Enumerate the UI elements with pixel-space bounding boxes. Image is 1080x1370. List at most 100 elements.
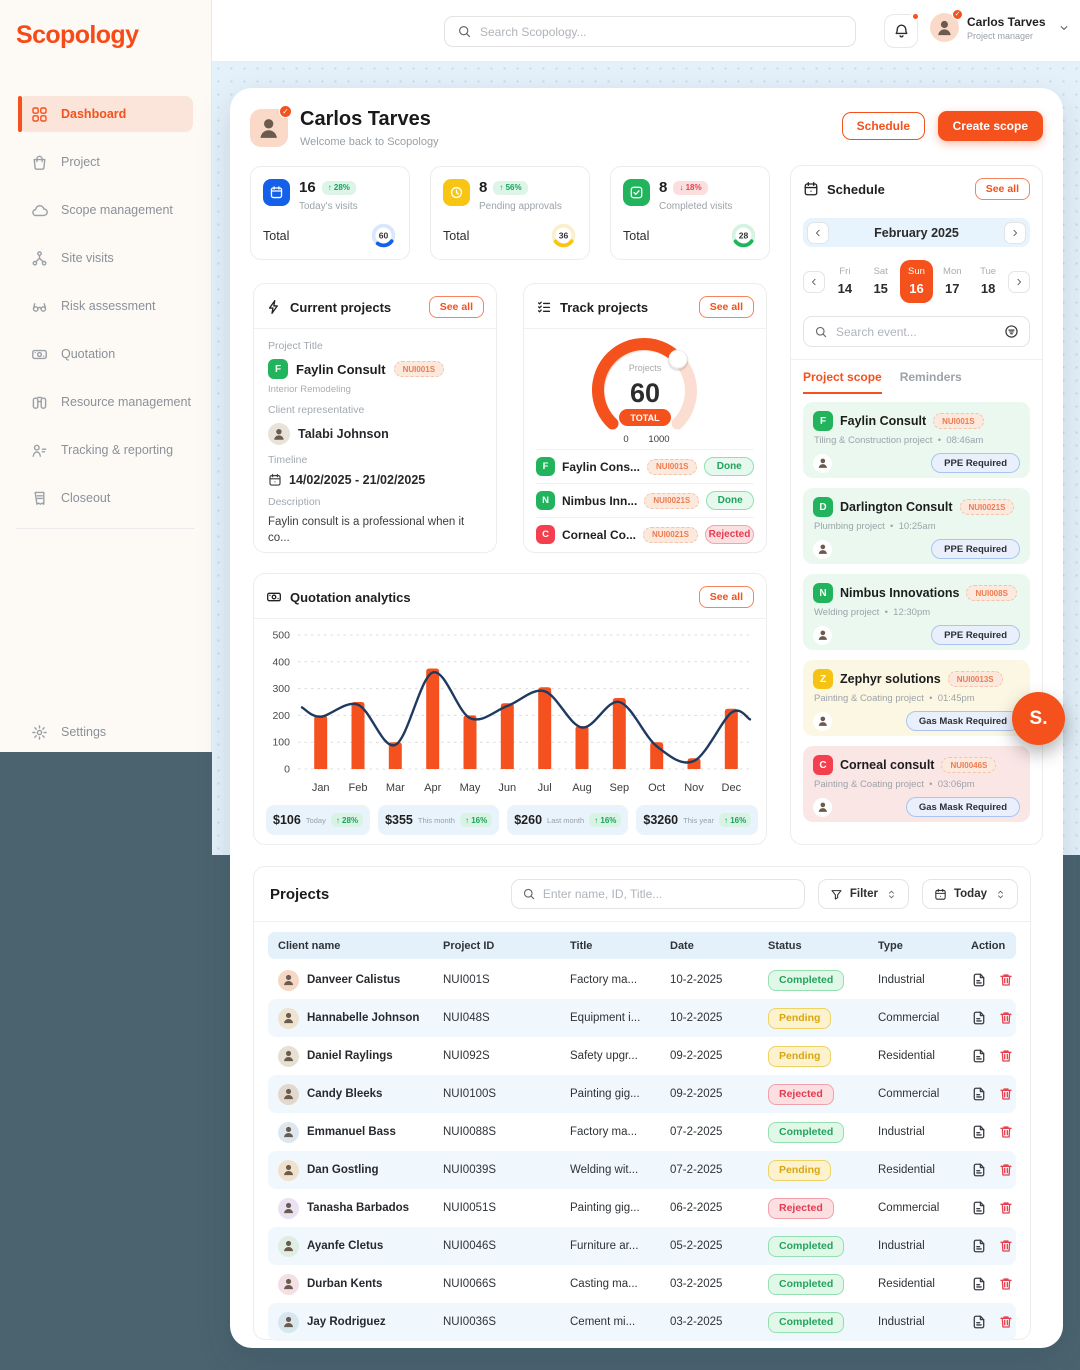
- filter-icon[interactable]: [1004, 324, 1019, 339]
- delete-project-button[interactable]: [998, 1276, 1014, 1292]
- schedule-button[interactable]: Schedule: [841, 112, 925, 140]
- schedule-event[interactable]: D Darlington Consult NUI0021S Plumbing p…: [803, 488, 1030, 564]
- track-project-row: C Corneal Co... NUI0021S Rejected: [536, 517, 754, 551]
- edit-project-button[interactable]: [971, 972, 987, 988]
- user-menu[interactable]: ✓ Carlos Tarves Project manager: [930, 9, 1070, 42]
- delete-project-button[interactable]: [998, 972, 1014, 988]
- table-row: Durban Kents NUI0066S Casting ma... 03-2…: [268, 1265, 1016, 1303]
- divider: [524, 328, 766, 329]
- edit-project-button[interactable]: [971, 1200, 987, 1216]
- action-cell: [971, 1124, 1027, 1140]
- edit-project-button[interactable]: [971, 1238, 987, 1254]
- stat-label: Last month: [547, 815, 585, 825]
- edit-project-button[interactable]: [971, 1314, 987, 1330]
- track-projects-see-all[interactable]: See all: [698, 296, 754, 318]
- sidebar-item-quotation[interactable]: Quotation: [18, 336, 193, 372]
- projects-search-input[interactable]: [542, 887, 804, 901]
- next-month-button[interactable]: [1004, 221, 1026, 244]
- project-id-cell: NUI0046S: [443, 1240, 497, 1252]
- column-header: Title: [570, 939, 593, 952]
- quotation-see-all[interactable]: See all: [698, 586, 754, 608]
- event-name: Nimbus Innovations: [840, 586, 960, 600]
- current-projects-see-all[interactable]: See all: [428, 296, 484, 318]
- day-chip-15[interactable]: Sat 15: [864, 260, 898, 303]
- day-chip-18[interactable]: Tue 18: [971, 260, 1005, 303]
- assistant-fab[interactable]: S.: [1012, 692, 1065, 745]
- sidebar-item-site-visits[interactable]: Site visits: [18, 240, 193, 276]
- delete-project-button[interactable]: [998, 1200, 1014, 1216]
- project-id-cell: NUI0088S: [443, 1126, 497, 1138]
- event-search-input[interactable]: [836, 324, 998, 339]
- date-cell: 09-2-2025: [670, 1088, 723, 1100]
- client-name: Jay Rodriguez: [307, 1316, 386, 1328]
- svg-text:36: 36: [559, 231, 569, 241]
- status-cell: Rejected: [768, 1083, 878, 1105]
- status-cell: Completed: [768, 1121, 878, 1143]
- delete-project-button[interactable]: [998, 1010, 1014, 1026]
- project-id-badge: NUI0013S: [947, 671, 1003, 687]
- client-cell: Hannabelle Johnson: [278, 1007, 443, 1029]
- status-cell: Completed: [768, 1273, 878, 1295]
- project-id-cell: NUI048S: [443, 1012, 490, 1024]
- edit-project-button[interactable]: [971, 1048, 987, 1064]
- schedule-see-all[interactable]: See all: [974, 178, 1030, 200]
- delete-project-button[interactable]: [998, 1238, 1014, 1254]
- project-initial-tile: Z: [813, 669, 833, 689]
- tab-reminders[interactable]: Reminders: [899, 370, 962, 384]
- schedule-event[interactable]: N Nimbus Innovations NUI008S Welding pro…: [803, 574, 1030, 650]
- project-id-badge: NUI001S: [393, 361, 445, 377]
- next-days-button[interactable]: [1008, 270, 1030, 293]
- tab-project-scope[interactable]: Project scope: [803, 370, 882, 394]
- schedule-event[interactable]: C Corneal consult NUI0046S Painting & Co…: [803, 746, 1030, 822]
- projects-search: [510, 879, 805, 909]
- sidebar-item-scope-management[interactable]: Scope management: [18, 192, 193, 228]
- status-cell: Pending: [768, 1159, 878, 1181]
- prev-days-button[interactable]: [803, 270, 825, 293]
- delete-project-button[interactable]: [998, 1086, 1014, 1102]
- sidebar-item-settings[interactable]: Settings: [18, 714, 193, 750]
- sidebar-item-project[interactable]: Project: [18, 144, 193, 180]
- create-scope-button[interactable]: Create scope: [937, 111, 1043, 141]
- delete-project-button[interactable]: [998, 1162, 1014, 1178]
- edit-project-button[interactable]: [971, 1086, 987, 1102]
- day-chip-14[interactable]: Fri 14: [828, 260, 862, 303]
- prev-month-button[interactable]: [807, 221, 829, 244]
- svg-text:Aug: Aug: [572, 782, 592, 794]
- tracking-icon: [31, 442, 48, 459]
- edit-project-button[interactable]: [971, 1010, 987, 1026]
- sidebar-item-tracking-reporting[interactable]: Tracking & reporting: [18, 432, 193, 468]
- type-cell: Industrial: [878, 974, 925, 986]
- schedule-event[interactable]: F Faylin Consult NUI001S Tiling & Constr…: [803, 402, 1030, 478]
- global-search-input[interactable]: [480, 24, 855, 39]
- edit-project-button[interactable]: [971, 1276, 987, 1292]
- notifications-button[interactable]: [884, 12, 920, 48]
- status-badge: Completed: [768, 1311, 845, 1333]
- column-header: Action: [971, 939, 1006, 952]
- date-filter-button[interactable]: Today: [921, 879, 1018, 909]
- person-icon: [283, 1089, 294, 1100]
- day-number: 15: [873, 281, 888, 296]
- dashboard-panel: ✓ Carlos Tarves Welcome back to Scopolog…: [230, 88, 1063, 1348]
- client-name: Candy Bleeks: [307, 1088, 383, 1100]
- schedule-event[interactable]: Z Zephyr solutions NUI0013S Painting & C…: [803, 660, 1030, 736]
- delete-project-button[interactable]: [998, 1048, 1014, 1064]
- day-chip-17[interactable]: Mon 17: [935, 260, 969, 303]
- sidebar-item-closeout[interactable]: Closeout: [18, 480, 193, 516]
- divider: [254, 618, 766, 619]
- title-cell: Furniture ar...: [570, 1240, 639, 1252]
- day-chip-16[interactable]: Sun 16: [899, 260, 934, 303]
- edit-project-button[interactable]: [971, 1124, 987, 1140]
- sidebar-item-resource-management[interactable]: Resource management: [18, 384, 193, 420]
- sidebar-item-risk-assessment[interactable]: Risk assessment: [18, 288, 193, 324]
- day-number: 14: [837, 281, 853, 296]
- action-cell: [971, 1010, 1027, 1026]
- filter-button[interactable]: Filter: [817, 879, 909, 909]
- day-number: 17: [945, 281, 960, 296]
- sidebar-item-dashboard[interactable]: Dashboard: [18, 96, 193, 132]
- delete-project-button[interactable]: [998, 1314, 1014, 1330]
- edit-project-button[interactable]: [971, 1162, 987, 1178]
- delete-project-button[interactable]: [998, 1124, 1014, 1140]
- stat-label: Completed visits: [659, 201, 733, 212]
- quotation-stats-row: $106 Today ↑ 28% $355 This month ↑ 16% $…: [266, 805, 759, 835]
